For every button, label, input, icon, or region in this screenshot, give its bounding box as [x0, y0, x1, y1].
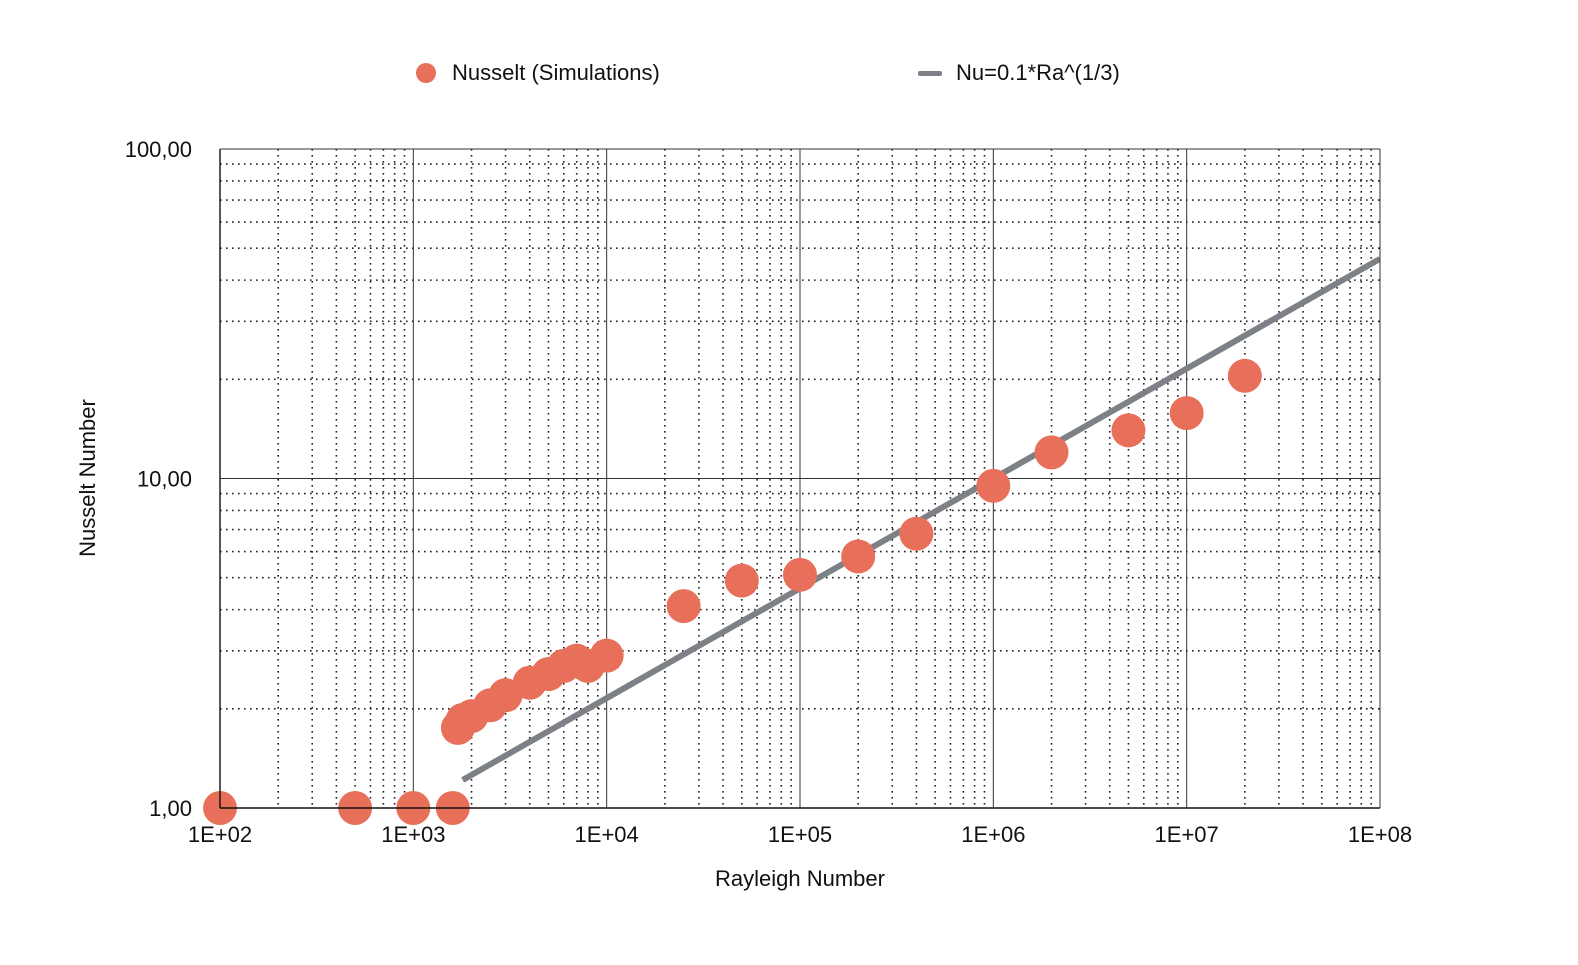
x-tick-label: 1E+07 — [1155, 822, 1219, 847]
x-tick-label: 1E+08 — [1348, 822, 1412, 847]
x-tick-label: 1E+05 — [768, 822, 832, 847]
y-tick-label: 1,00 — [149, 796, 192, 821]
legend-marker-fit-line — [918, 70, 942, 76]
data-point — [976, 468, 1011, 503]
x-tick-label: 1E+03 — [381, 822, 445, 847]
data-point — [841, 539, 876, 574]
y-tick-label: 100,00 — [125, 137, 192, 162]
data-point — [1111, 413, 1146, 448]
data-point — [666, 589, 701, 624]
legend-item-fit-line: Nu=0.1*Ra^(1/3) — [918, 58, 1120, 88]
legend-item-simulations: Nusselt (Simulations) — [416, 58, 660, 88]
x-tick-label: 1E+06 — [961, 822, 1025, 847]
data-point — [1034, 435, 1069, 470]
y-axis-title: Nusselt Number — [75, 399, 100, 557]
simulation-points — [203, 358, 1262, 825]
y-tick-label: 10,00 — [137, 467, 192, 492]
legend-label-fit-line: Nu=0.1*Ra^(1/3) — [956, 60, 1120, 85]
data-point — [899, 516, 934, 551]
legend-label-simulations: Nusselt (Simulations) — [452, 60, 660, 85]
data-point — [724, 563, 759, 598]
data-point — [783, 557, 817, 592]
x-axis-title: Rayleigh Number — [715, 866, 885, 891]
data-point — [1227, 358, 1262, 393]
data-point — [1169, 396, 1204, 431]
tick-labels: 1E+02 1E+03 1E+04 1E+05 1E+06 1E+07 1E+08 1,00 1… — [125, 137, 1412, 847]
axes — [219, 148, 1381, 809]
x-tick-label: 1E+02 — [188, 822, 252, 847]
legend-marker-simulations — [416, 63, 436, 83]
x-tick-label: 1E+04 — [575, 822, 639, 847]
data-point — [589, 638, 624, 673]
